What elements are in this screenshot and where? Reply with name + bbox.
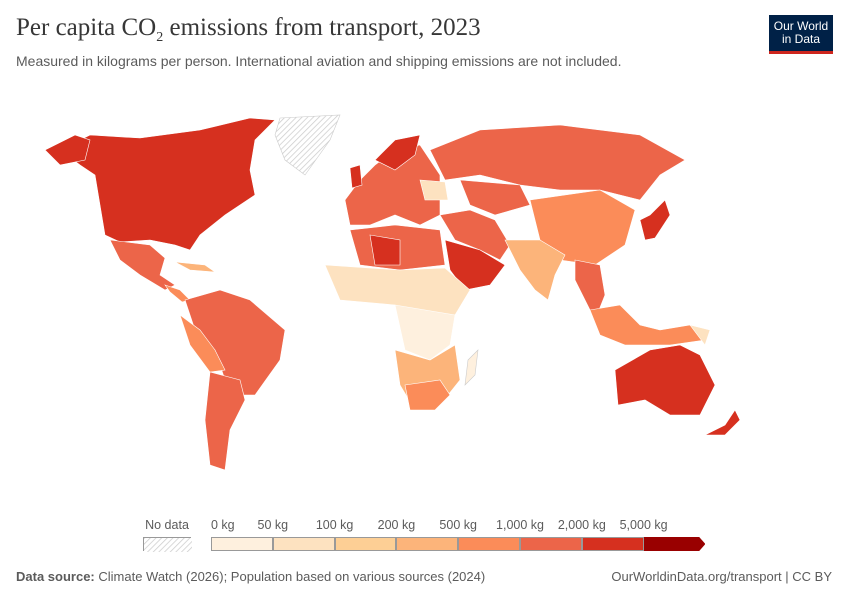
country-australia[interactable] — [614, 344, 716, 416]
source-url-link[interactable]: OurWorldinData.org/transport | CC BY — [611, 569, 832, 584]
legend-bin[interactable] — [520, 537, 582, 551]
legend-label: 500 kg — [439, 518, 477, 532]
color-legend: No data 0 kg 50 kg 100 kg 200 kg 500 kg 1,000… — [0, 510, 850, 555]
country-argentina-chile[interactable] — [204, 371, 246, 471]
legend-bin[interactable] — [643, 537, 706, 551]
country-scandinavia[interactable] — [374, 134, 421, 171]
legend-label: 2,000 kg — [557, 518, 606, 532]
country-south-africa[interactable] — [404, 379, 451, 411]
country-canada-usa[interactable] — [59, 117, 276, 251]
legend-no-data-label: No data — [145, 518, 189, 532]
country-kazakhstan[interactable] — [459, 179, 531, 216]
subtitle: Measured in kilograms per person. Intern… — [16, 53, 622, 69]
country-alaska[interactable] — [44, 134, 91, 166]
page-title: Per capita CO2 emissions from transport,… — [16, 14, 481, 45]
country-papua-new-guinea[interactable] — [689, 324, 711, 346]
country-russia[interactable] — [429, 124, 686, 201]
legend-bin[interactable] — [211, 537, 273, 551]
legend-label: 100 kg — [315, 518, 354, 532]
legend-bin[interactable] — [272, 537, 335, 551]
legend-label: 5,000 kg — [619, 518, 668, 532]
legend-bin[interactable] — [458, 537, 520, 551]
data-source: Data source: Climate Watch (2026); Popul… — [16, 569, 486, 584]
legend-label: 50 kg — [257, 518, 289, 532]
legend-label: 200 kg — [377, 518, 416, 532]
country-middle-east[interactable] — [439, 209, 511, 261]
country-libya[interactable] — [369, 234, 401, 266]
world-map — [44, 114, 741, 471]
country-caribbean[interactable] — [174, 261, 217, 273]
country-new-zealand[interactable] — [704, 409, 741, 436]
country-indonesia[interactable] — [589, 304, 706, 346]
legend-label: 1,000 kg — [496, 518, 544, 532]
legend-bin[interactable] — [581, 537, 644, 551]
legend-bin[interactable] — [334, 537, 397, 551]
country-mexico[interactable] — [109, 239, 176, 291]
country-uk[interactable] — [349, 164, 363, 189]
country-india[interactable] — [504, 239, 566, 301]
country-central-africa[interactable] — [394, 304, 456, 361]
legend-bin[interactable] — [396, 537, 459, 551]
country-saudi-arabia[interactable] — [444, 239, 506, 291]
legend-no-data-swatch — [143, 537, 192, 552]
country-south-korea-japan[interactable] — [639, 199, 671, 241]
country-peru-bolivia[interactable] — [179, 314, 226, 373]
legend-label: 0 kg — [211, 518, 235, 532]
owid-logo[interactable]: Our World in Data — [769, 15, 833, 54]
country-madagascar[interactable] — [464, 349, 479, 386]
country-ukraine[interactable] — [419, 179, 449, 201]
country-greenland[interactable] — [274, 114, 341, 176]
